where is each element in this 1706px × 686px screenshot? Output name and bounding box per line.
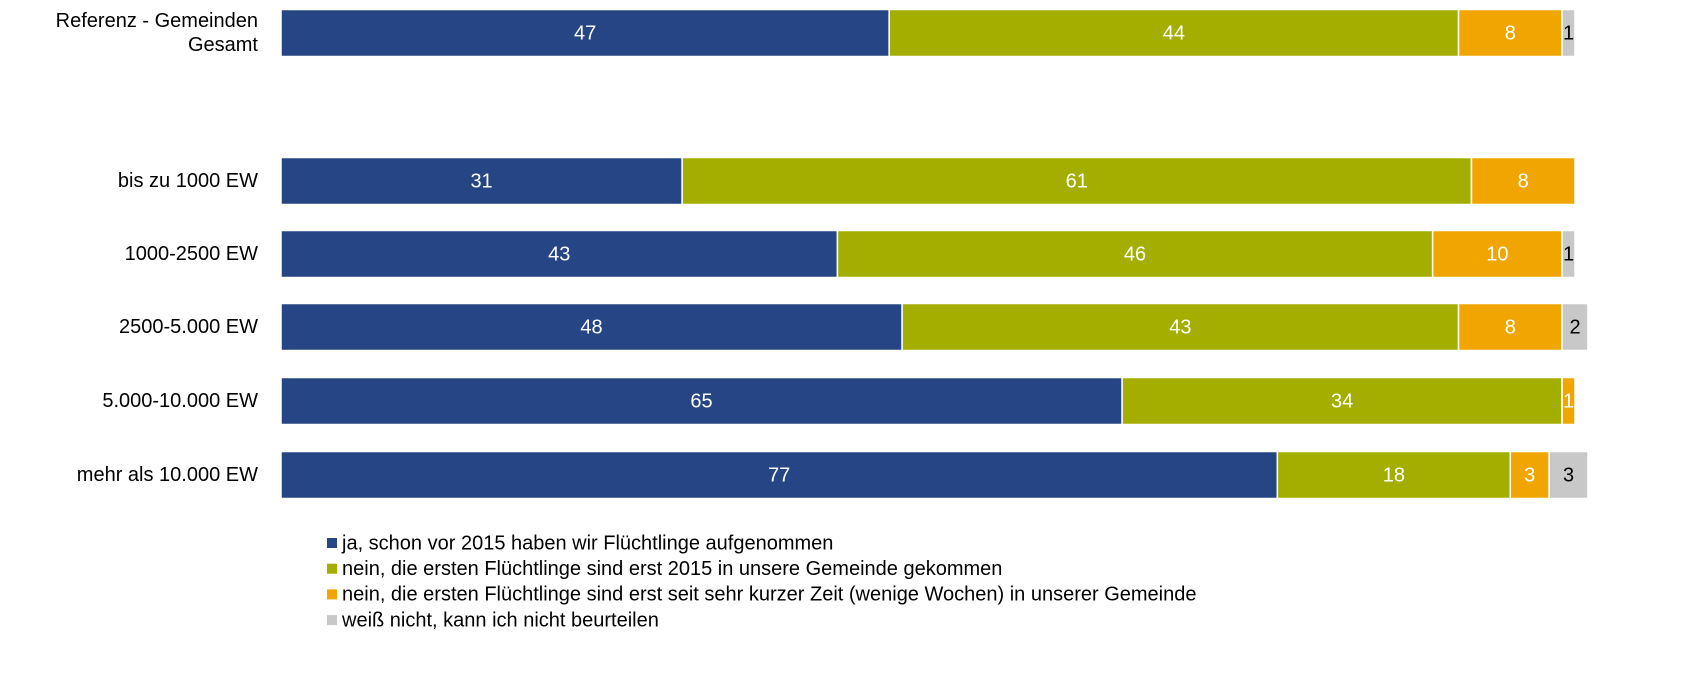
category-label: 1000-2500 EW	[124, 243, 258, 265]
legend-label: weiß nicht, kann ich nicht beurteilen	[341, 609, 659, 631]
bar-segment	[888, 8, 1460, 58]
bar-segment	[1470, 156, 1576, 206]
bar-segment	[1276, 450, 1512, 500]
legend-label: nein, die ersten Flüchtlinge sind erst s…	[342, 584, 1196, 606]
data-label: 1	[1563, 390, 1574, 412]
bar-segment	[1561, 376, 1576, 426]
bar-segment	[280, 156, 683, 206]
bar-segment	[280, 302, 903, 352]
data-label: 8	[1505, 22, 1516, 44]
data-label: 77	[768, 464, 790, 486]
data-label: 34	[1331, 390, 1353, 412]
data-label: 65	[690, 390, 712, 412]
legend-swatch	[327, 538, 337, 548]
data-label: 8	[1518, 170, 1529, 192]
data-label: 1	[1563, 243, 1574, 265]
bar-segment	[1509, 450, 1550, 500]
bar-segment	[836, 229, 1434, 279]
data-label: 3	[1563, 464, 1574, 486]
legend-label: ja, schon vor 2015 haben wir Flüchtlinge…	[341, 532, 833, 554]
legend-label: nein, die ersten Flüchtlinge sind erst 2…	[342, 558, 1002, 580]
category-label: bis zu 1000 EW	[117, 170, 258, 192]
data-label: 18	[1383, 464, 1405, 486]
legend-swatch	[327, 615, 337, 626]
bar-segment	[1561, 229, 1576, 279]
bar-segment	[280, 8, 890, 58]
data-label: 47	[574, 22, 596, 44]
data-label: 1	[1563, 22, 1574, 44]
bar-segment	[1431, 229, 1563, 279]
data-label: 31	[470, 170, 492, 192]
data-label: 43	[1169, 316, 1191, 338]
data-label: 44	[1163, 22, 1185, 44]
bar-segment	[1457, 302, 1563, 352]
bar-segment	[901, 302, 1460, 352]
bar-segment	[681, 156, 1473, 206]
category-label: Referenz - Gemeinden Gesamt	[55, 10, 258, 56]
category-label: 2500-5.000 EW	[119, 316, 258, 338]
bar-segment	[1561, 302, 1589, 352]
data-label: 43	[548, 243, 570, 265]
legend-swatch	[327, 563, 337, 574]
data-label: 46	[1124, 243, 1146, 265]
data-label: 48	[580, 316, 602, 338]
bar-segment	[280, 376, 1123, 426]
bar-segment	[1561, 8, 1576, 58]
bar-segment	[280, 450, 1279, 500]
data-label: 8	[1505, 316, 1516, 338]
data-label: 3	[1524, 464, 1535, 486]
data-label: 10	[1486, 243, 1508, 265]
data-label: 2	[1569, 316, 1580, 338]
bar-segment	[1457, 8, 1563, 58]
data-label: 61	[1066, 170, 1088, 192]
legend-swatch	[327, 589, 337, 600]
category-label: 5.000-10.000 EW	[102, 390, 258, 412]
bar-segment	[1548, 450, 1589, 500]
category-label: mehr als 10.000 EW	[76, 464, 258, 486]
